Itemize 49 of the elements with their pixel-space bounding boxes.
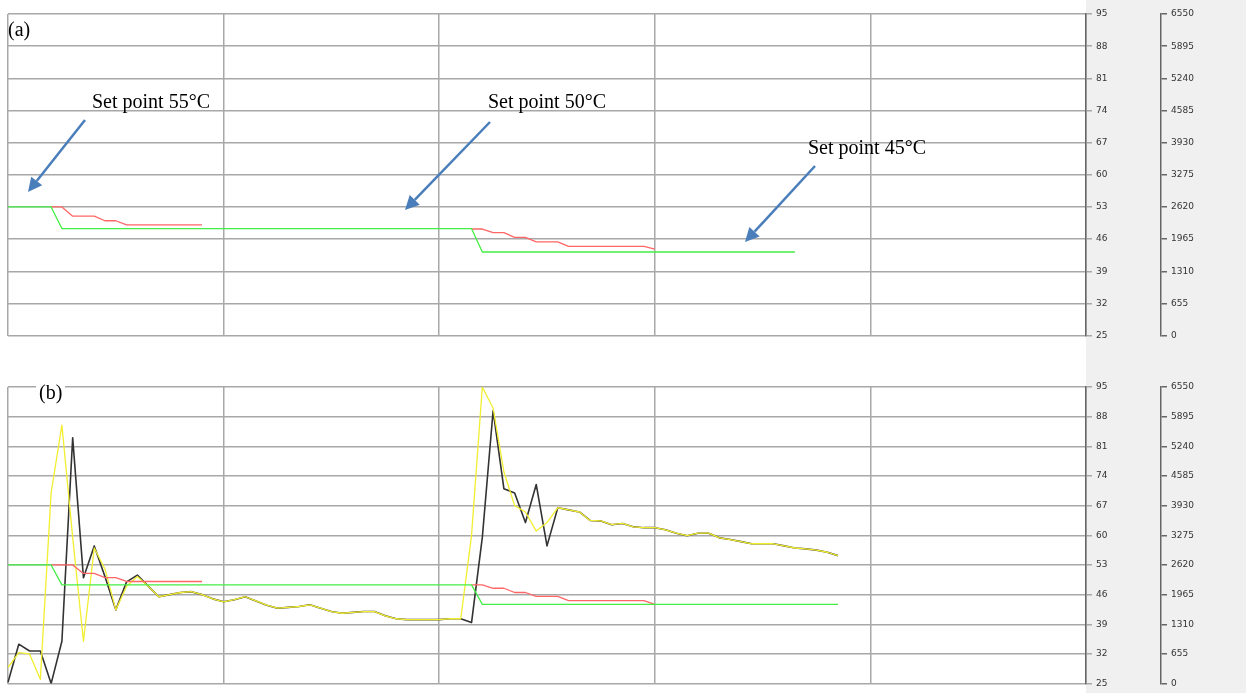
y2-tick-label: 4585 <box>1171 104 1194 115</box>
y2-tick-label: 4585 <box>1171 470 1194 481</box>
annotation: Set point 50°C <box>488 90 607 113</box>
y-tick-label: 95 <box>1096 8 1108 19</box>
y-tick-label: 67 <box>1096 136 1108 147</box>
y2-tick-label: 0 <box>1171 677 1177 688</box>
y-tick-label: 46 <box>1096 588 1108 599</box>
y2-tick-label: 2620 <box>1171 201 1195 212</box>
y-tick-label: 60 <box>1096 529 1108 540</box>
y2-tick-label: 5895 <box>1171 411 1194 421</box>
y2-tick-label: 3275 <box>1171 169 1194 180</box>
y2-tick-label: 1965 <box>1171 233 1194 244</box>
y-tick-label: 67 <box>1096 499 1108 510</box>
y2-tick-label: 1310 <box>1171 265 1195 276</box>
y2-tick-label: 6550 <box>1171 381 1195 392</box>
y2-tick-label: 5240 <box>1171 72 1195 83</box>
y-tick-label: 60 <box>1096 169 1108 180</box>
y-tick-label: 53 <box>1096 201 1108 212</box>
annotation: Set point 55°C <box>92 90 211 113</box>
y2-tick-label: 1310 <box>1171 618 1195 629</box>
y2-tick-label: 2620 <box>1171 559 1195 570</box>
y-tick-label: 32 <box>1096 648 1108 659</box>
y-tick-label: 25 <box>1096 677 1108 688</box>
y-tick-label: 39 <box>1096 265 1108 276</box>
y2-tick-label: 3930 <box>1171 136 1195 147</box>
y-tick-label: 74 <box>1096 470 1108 481</box>
annotation: (a) <box>8 18 31 41</box>
annotation: Set point 45°C <box>808 136 927 159</box>
y-tick-label: 39 <box>1096 618 1108 629</box>
annotation: (b) <box>36 381 66 404</box>
y2-tick-label: 5895 <box>1171 40 1194 51</box>
y-tick-label: 95 <box>1096 381 1108 392</box>
y2-tick-label: 0 <box>1171 329 1177 340</box>
y-tick-label: 88 <box>1096 411 1108 421</box>
y2-tick-label: 3275 <box>1171 529 1194 540</box>
y2-tick-label: 5240 <box>1171 440 1195 451</box>
y2-tick-label: 655 <box>1171 297 1189 308</box>
y-tick-label: 81 <box>1096 440 1108 451</box>
y-tick-label: 53 <box>1096 559 1108 570</box>
y-tick-label: 25 <box>1096 329 1108 340</box>
y2-tick-label: 3930 <box>1171 499 1195 510</box>
y-tick-label: 32 <box>1096 297 1108 308</box>
y-tick-label: 88 <box>1096 40 1108 51</box>
y-tick-label: 74 <box>1096 104 1108 115</box>
y2-tick-label: 1965 <box>1171 588 1194 599</box>
y2-tick-label: 655 <box>1171 648 1189 659</box>
y-tick-label: 81 <box>1096 72 1108 83</box>
y2-tick-label: 6550 <box>1171 8 1195 19</box>
y-tick-label: 46 <box>1096 233 1108 244</box>
